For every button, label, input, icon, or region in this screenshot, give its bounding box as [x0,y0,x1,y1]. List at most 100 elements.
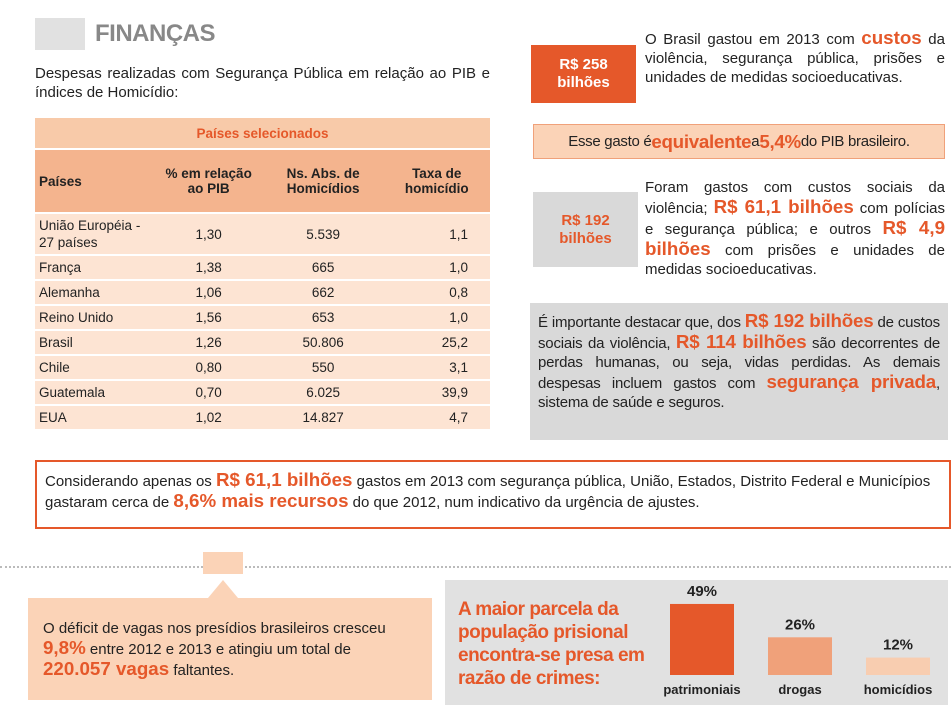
emphasis: R$ 192 bilhões [744,310,874,331]
table-row: Brasil 1,26 50.806 25,2 [35,330,490,356]
text-run: faltantes. [169,661,235,679]
emphasis: equivalente [651,131,752,152]
deficit-box: O déficit de vagas nos presídios brasile… [28,598,432,700]
table-cell: 1,02 [154,405,263,431]
spending-text: O Brasil gastou em 2013 com custos da vi… [645,28,945,87]
table-caption: Países selecionados [35,118,490,150]
highlight-box: É importante destacar que, dos R$ 192 bi… [530,303,948,440]
text-run: Foram gastos com custos sociais da violê… [645,179,945,217]
deficit-text: O déficit de vagas nos presídios brasile… [43,619,417,680]
text-run: com prisões e unidades de medidas socioe… [645,242,945,278]
table-cell: Alemanha [35,280,155,306]
prison-chart: 49% patrimoniais 26% drogas 12% homicídios [663,583,933,697]
text-run: Esse gasto é [568,133,652,150]
table-cell: França [35,255,155,281]
section-title: FINANÇAS [95,20,216,47]
text-run: Considerando apenas os [45,473,216,490]
emphasis: R$ 61,1 bilhões [215,469,353,490]
category-label: homicídios [864,682,933,697]
text-run: O déficit de vagas nos presídios brasile… [43,619,386,637]
table-cell: 550 [262,355,384,381]
table-cell: 1,26 [154,330,263,356]
value-label: 26% [785,616,815,633]
header-row: Países% em relação ao PIB Ns. Abs. de Hom… [35,149,490,214]
column-header: Países [35,149,155,214]
badge-258: R$ 258 bilhões [531,45,636,103]
category-label: patrimoniais [663,682,740,697]
text-run: gastos em 2013 com segurança pública, Un… [45,473,931,511]
table-cell: 5.539 [262,213,384,256]
table-cell: 662 [262,280,384,306]
badge-text: R$ 192 bilhões [559,211,612,247]
table-row: EUA 1,02 14.827 4,7 [35,405,490,431]
text-run: do PIB brasileiro. [800,133,910,150]
table-cell: 6.025 [262,380,384,406]
bar [670,603,734,675]
table-cell: União Européia - 27 países [35,213,155,256]
table-cell: 0,80 [154,355,263,381]
table-cell: 1,1 [383,213,490,256]
emphasis: 8,6% mais recursos [173,490,349,511]
bar [866,657,930,675]
table-cell: 1,0 [383,255,490,281]
table-cell: Brasil [35,330,155,356]
caption-row: Países selecionados [35,118,490,150]
equivalent-box: Esse gasto é equivalente a 5,4% do PIB b… [533,124,945,159]
table-cell: 665 [262,255,384,281]
column-header: % em relação ao PIB [154,149,263,214]
table-cell: 1,56 [154,305,263,331]
table-cell: Chile [35,355,155,381]
table-cell: 1,30 [154,213,263,256]
social-costs-text: Foram gastos com custos sociais da violê… [645,178,945,279]
table-cell: 3,1 [383,355,490,381]
text-run: O Brasil gastou em 2013 com [645,31,862,48]
text-run: com polícias e segurança pública; e outr… [645,200,946,238]
badge-192: R$ 192 bilhões [533,192,638,267]
table-row: Reino Unido 1,56 653 1,0 [35,305,490,331]
table-cell: EUA [35,405,155,431]
table-cell: 653 [262,305,384,331]
text-run: são decorrentes de perdas humanas, ou se… [538,335,940,392]
text-run: entre 2012 e 2013 e atingiu um total de [85,640,351,658]
prison-title: A maior parcela da população prisional e… [458,599,645,689]
considering-box: Considerando apenas os R$ 61,1 bilhões g… [35,460,951,529]
table-cell: 39,9 [383,380,490,406]
table-row: Chile 0,80 550 3,1 [35,355,490,381]
table-cell: 50.806 [262,330,384,356]
table-cell: Reino Unido [35,305,155,331]
table-cell: 1,0 [383,305,490,331]
emphasis: R$ 61,1 bilhões [713,196,854,217]
table-row: União Européia - 27 países 1,30 5.539 1,1 [35,213,490,256]
emphasis: 5,4% [759,131,801,152]
emphasis: 220.057 vagas [43,657,170,679]
dotted-divider [0,566,951,568]
intro-text: Despesas realizadas com Segurança Públic… [35,65,490,101]
connector-square [203,552,243,574]
table-row: França 1,38 665 1,0 [35,255,490,281]
text-run: a [751,133,760,150]
text-run: É importante destacar que, dos [538,314,745,331]
emphasis: R$ 114 bilhões [675,331,807,352]
table-cell: 1,38 [154,255,263,281]
emphasis: R$ 4,9 bilhões [645,217,945,259]
table-cell: 4,7 [383,405,490,431]
category-label: drogas [778,682,821,697]
title-square [35,18,85,50]
emphasis: 9,8% [43,636,86,658]
value-label: 49% [687,583,717,600]
table-cell: 25,2 [383,330,490,356]
emphasis: custos [861,27,922,48]
emphasis: segurança privada [766,371,937,392]
value-label: 12% [883,637,913,654]
column-header: Taxa de homicídio [383,149,490,214]
country-table: Países selecionados Países% em relação ao… [35,118,490,431]
connector-arrow [208,580,238,598]
table-cell: 1,06 [154,280,263,306]
text-run: de custos sociais da violência, [538,314,940,352]
text-run: do que 2012, num indicativo da urgência … [348,494,700,511]
text-run: da violência, segurança pública, prisões… [645,31,945,86]
column-header: Ns. Abs. de Homicídios [262,149,384,214]
text-run: , sistema de saúde e seguros. [538,375,940,411]
badge-text: R$ 258 bilhões [557,56,610,91]
